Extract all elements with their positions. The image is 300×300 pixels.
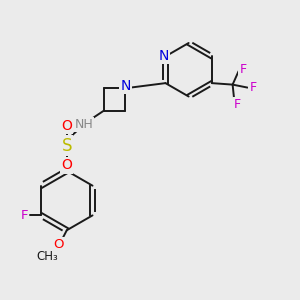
Text: O: O bbox=[61, 158, 72, 172]
Text: N: N bbox=[159, 49, 169, 63]
Text: F: F bbox=[249, 81, 256, 94]
Text: F: F bbox=[233, 98, 241, 111]
Text: O: O bbox=[61, 118, 72, 133]
Text: NH: NH bbox=[74, 118, 93, 131]
Text: O: O bbox=[53, 238, 64, 251]
Text: N: N bbox=[120, 79, 131, 93]
Text: CH₃: CH₃ bbox=[37, 250, 58, 263]
Text: F: F bbox=[239, 63, 247, 76]
Text: S: S bbox=[61, 136, 72, 154]
Text: F: F bbox=[21, 209, 28, 222]
